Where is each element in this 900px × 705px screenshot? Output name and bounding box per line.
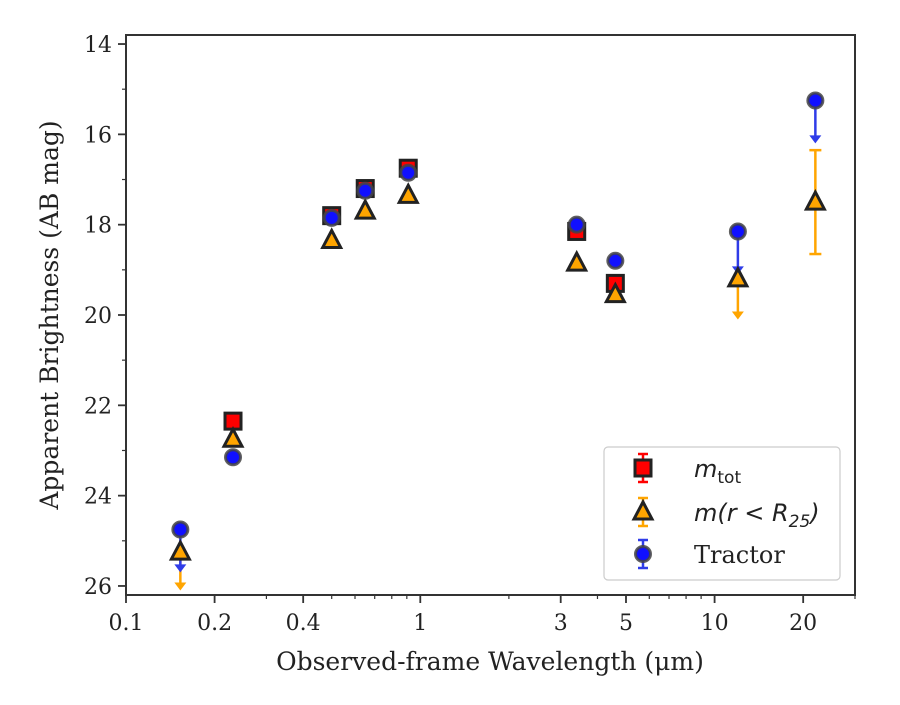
data-markers bbox=[168, 91, 827, 561]
data-point-circle bbox=[806, 91, 825, 110]
x-axis-label: Observed-frame Wavelength (μm) bbox=[276, 647, 704, 676]
data-point-triangle bbox=[603, 281, 627, 304]
legend-label-mtot: mtot bbox=[694, 455, 741, 488]
y-tick-label: 24 bbox=[84, 485, 112, 510]
y-tick-labels: 14 16 18 20 22 24 26 bbox=[84, 33, 112, 600]
legend-entry-mtot: mtot bbox=[694, 455, 741, 488]
y-tick-label: 26 bbox=[84, 575, 112, 600]
data-point-triangle bbox=[565, 249, 589, 272]
x-tick-label: 3 bbox=[554, 611, 568, 636]
y-tick-label: 18 bbox=[84, 214, 112, 239]
data-point-triangle bbox=[353, 197, 377, 220]
data-point-triangle bbox=[396, 182, 420, 204]
data-point-circle bbox=[322, 208, 341, 227]
y-tick-label: 20 bbox=[84, 304, 112, 329]
data-point-circle bbox=[728, 222, 747, 241]
data-point-triangle bbox=[726, 265, 750, 288]
data-point-triangle bbox=[221, 425, 245, 448]
data-point-circle bbox=[171, 520, 190, 539]
legend-label-m-r-lt-r25: m(r < R25) bbox=[694, 499, 820, 532]
x-tick-label: 5 bbox=[619, 611, 633, 636]
x-tick-label: 20 bbox=[789, 611, 817, 636]
y-axis-label: Apparent Brightness (AB mag) bbox=[35, 120, 64, 510]
x-tick-label: 0.2 bbox=[197, 611, 232, 636]
upper-limit-arrow-head bbox=[174, 564, 187, 573]
data-point-triangle bbox=[320, 227, 344, 249]
upper-limit-arrow-head bbox=[809, 135, 822, 144]
legend-entry-m-r-lt-r25: m(r < R25) bbox=[694, 499, 820, 532]
legend-markers bbox=[631, 452, 655, 570]
data-point-circle bbox=[399, 163, 418, 182]
legend-marker-square bbox=[633, 458, 653, 478]
x-tick-label: 0.4 bbox=[286, 611, 321, 636]
x-tick-label: 0.1 bbox=[109, 611, 144, 636]
upper-limit-arrow-head bbox=[731, 311, 744, 320]
data-point-circle bbox=[567, 215, 586, 234]
x-tick-labels: 0.1 0.2 0.4 1 3 5 10 20 bbox=[109, 611, 818, 636]
legend-marker-circle bbox=[634, 545, 652, 563]
upper-limit-arrow-head bbox=[174, 582, 187, 591]
data-point-circle bbox=[606, 251, 625, 270]
y-tick-label: 14 bbox=[84, 33, 112, 58]
x-tick-label: 10 bbox=[701, 611, 729, 636]
x-tick-label: 1 bbox=[413, 611, 427, 636]
data-point-triangle bbox=[168, 538, 192, 561]
plot-frame bbox=[125, 34, 856, 596]
legend-label-tractor: Tractor bbox=[694, 541, 785, 569]
legend-frame bbox=[603, 446, 841, 581]
y-tick-label: 16 bbox=[84, 123, 112, 148]
legend: mtot m(r < R25) Tractor bbox=[603, 446, 841, 581]
data-point-circle bbox=[224, 448, 243, 467]
major-ticks bbox=[118, 43, 805, 603]
legend-marker-triangle bbox=[631, 498, 655, 521]
y-tick-label: 22 bbox=[84, 394, 112, 419]
legend-entry-tractor: Tractor bbox=[694, 541, 785, 569]
data-point-circle bbox=[356, 181, 375, 200]
data-point-triangle bbox=[803, 188, 827, 211]
